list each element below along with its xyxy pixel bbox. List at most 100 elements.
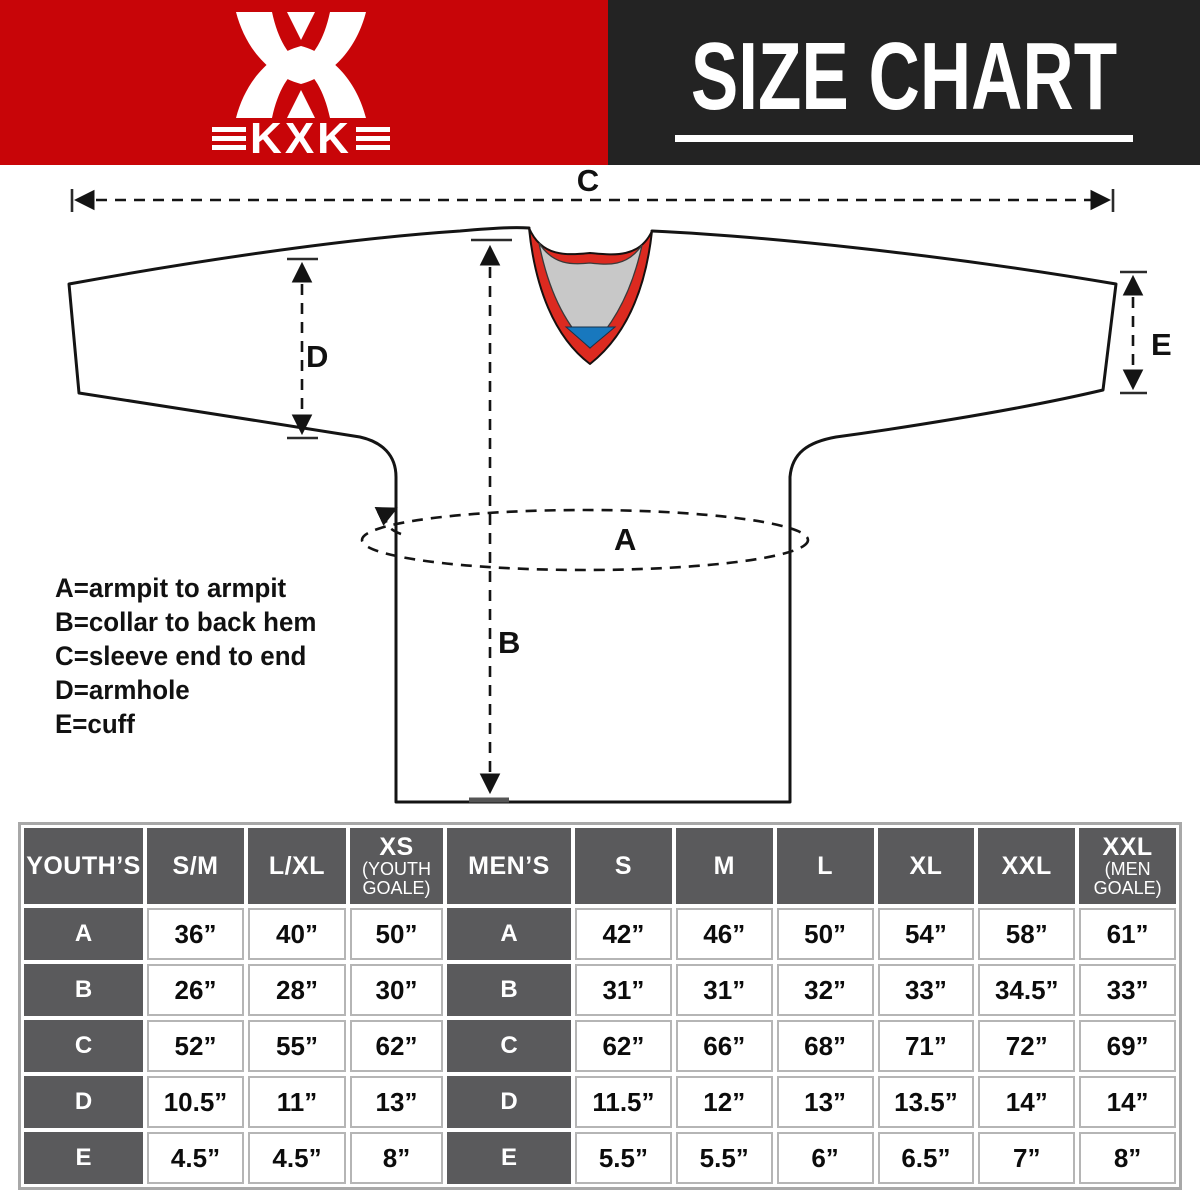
label-c: C bbox=[577, 165, 599, 198]
men-size-value: 14” bbox=[1079, 1076, 1176, 1128]
youth-size-value: 55” bbox=[248, 1020, 346, 1072]
youth-row-label-b: B bbox=[24, 964, 143, 1016]
label-e: E bbox=[1151, 327, 1172, 362]
men-column-header-3: XL bbox=[877, 828, 975, 904]
title-panel: SIZE CHART bbox=[608, 0, 1200, 165]
men-size-value: 42” bbox=[575, 908, 672, 960]
men-size-value: 33” bbox=[877, 964, 975, 1016]
size-table: YOUTH’S S/M L/XL XS (YOUTH GOALE) MEN’S S M L XL X… bbox=[18, 822, 1182, 1190]
men-size-value: 13.5” bbox=[877, 1076, 975, 1128]
men-size-value: 46” bbox=[675, 908, 773, 960]
men-size-value: 58” bbox=[978, 908, 1076, 960]
measure-b: B bbox=[469, 238, 520, 803]
men-size-value: 13” bbox=[776, 1076, 874, 1128]
youth-size-value: 11” bbox=[248, 1076, 346, 1128]
youth-column-header-lxl: L/XL bbox=[248, 828, 346, 904]
logo-bars-left bbox=[212, 127, 246, 150]
youth-column-header-xs: XS (YOUTH GOALE) bbox=[350, 828, 443, 904]
legend-line-a: A=armpit to armpit bbox=[55, 573, 287, 603]
men-size-value: 72” bbox=[978, 1020, 1076, 1072]
collar-blue-insert bbox=[564, 326, 617, 349]
men-column-header-5-label: XXL bbox=[1102, 833, 1153, 861]
youth-size-value: 10.5” bbox=[147, 1076, 244, 1128]
legend-line-d: D=armhole bbox=[55, 675, 190, 705]
men-row-label-c: C bbox=[447, 1020, 571, 1072]
youth-column-header-xs-sublabel: (YOUTH GOALE) bbox=[362, 859, 431, 898]
men-size-value: 69” bbox=[1079, 1020, 1176, 1072]
legend-line-e: E=cuff bbox=[55, 709, 135, 739]
jersey-body bbox=[69, 227, 1116, 802]
men-row-label-d: D bbox=[447, 1076, 571, 1128]
youth-column-header-sm: S/M bbox=[147, 828, 244, 904]
logo-bars-right bbox=[356, 127, 390, 150]
men-row-label-b: B bbox=[447, 964, 571, 1016]
men-size-value: 5.5” bbox=[675, 1132, 773, 1184]
measure-e: E bbox=[1120, 270, 1172, 395]
youth-row-label-d: D bbox=[24, 1076, 143, 1128]
men-column-header-5-sublabel: (MEN GOALE) bbox=[1093, 859, 1162, 898]
men-column-header-4-label: XXL bbox=[1001, 852, 1052, 880]
kxk-logo: KXK bbox=[212, 12, 390, 163]
youth-column-header-lxl-label: L/XL bbox=[268, 852, 326, 880]
measure-a: A bbox=[360, 507, 810, 572]
men-size-value: 7” bbox=[978, 1132, 1076, 1184]
men-size-value: 71” bbox=[877, 1020, 975, 1072]
youth-size-value: 30” bbox=[350, 964, 443, 1016]
men-column-header-3-label: XL bbox=[909, 852, 943, 880]
youth-size-value: 40” bbox=[248, 908, 346, 960]
brand-panel: KXK bbox=[0, 0, 608, 165]
men-column-header-2-label: L bbox=[817, 852, 833, 880]
youth-row-label-c: C bbox=[24, 1020, 143, 1072]
collar-inner-gray bbox=[538, 242, 643, 349]
youth-size-value: 62” bbox=[350, 1020, 443, 1072]
legend-line-c: C=sleeve end to end bbox=[55, 641, 307, 671]
men-size-value: 68” bbox=[776, 1020, 874, 1072]
men-size-value: 14” bbox=[978, 1076, 1076, 1128]
men-size-value: 62” bbox=[575, 1020, 672, 1072]
men-column-header-1-label: M bbox=[713, 852, 735, 880]
youth-size-value: 4.5” bbox=[248, 1132, 346, 1184]
youth-column-header-xs-label: XS bbox=[379, 833, 414, 861]
youth-size-value: 52” bbox=[147, 1020, 244, 1072]
jersey-measurement-diagram: C D B A bbox=[0, 165, 1200, 822]
men-size-value: 12” bbox=[675, 1076, 773, 1128]
kxk-logo-glyph bbox=[212, 12, 390, 150]
men-size-value: 50” bbox=[776, 908, 874, 960]
men-column-header-1: M bbox=[675, 828, 773, 904]
men-size-value: 11.5” bbox=[575, 1076, 672, 1128]
label-a: A bbox=[614, 522, 636, 557]
men-column-header-0-label: S bbox=[614, 852, 632, 880]
men-size-value: 33” bbox=[1079, 964, 1176, 1016]
men-size-value: 34.5” bbox=[978, 964, 1076, 1016]
measure-c: C bbox=[70, 165, 1115, 212]
men-column-header-5: XXL (MEN GOALE) bbox=[1079, 828, 1176, 904]
youth-column-header-sm-label: S/M bbox=[172, 852, 219, 880]
measurement-legend: A=armpit to armpit B=collar to back hem … bbox=[55, 571, 316, 741]
youth-size-value: 4.5” bbox=[147, 1132, 244, 1184]
men-size-value: 31” bbox=[675, 964, 773, 1016]
legend-line-b: B=collar to back hem bbox=[55, 607, 317, 637]
youth-row-label-a: A bbox=[24, 908, 143, 960]
youth-size-value: 8” bbox=[350, 1132, 443, 1184]
men-row-label-e: E bbox=[447, 1132, 571, 1184]
youth-section-header: YOUTH’S bbox=[24, 828, 143, 904]
collar bbox=[528, 227, 653, 365]
label-d: D bbox=[306, 339, 328, 374]
men-size-value: 8” bbox=[1079, 1132, 1176, 1184]
men-section-header: MEN’S bbox=[447, 828, 571, 904]
page-title: SIZE CHART bbox=[690, 23, 1118, 130]
men-size-value: 6.5” bbox=[877, 1132, 975, 1184]
brand-wordmark: KXK bbox=[250, 114, 352, 163]
label-b: B bbox=[498, 625, 520, 660]
youth-size-value: 13” bbox=[350, 1076, 443, 1128]
men-size-value: 6” bbox=[776, 1132, 874, 1184]
youth-row-label-e: E bbox=[24, 1132, 143, 1184]
size-table-grid: YOUTH’S S/M L/XL XS (YOUTH GOALE) MEN’S S M L XL X… bbox=[24, 828, 1176, 1184]
men-size-value: 66” bbox=[675, 1020, 773, 1072]
measure-d: D bbox=[287, 257, 328, 440]
men-row-label-a: A bbox=[447, 908, 571, 960]
youth-size-value: 26” bbox=[147, 964, 244, 1016]
men-size-value: 5.5” bbox=[575, 1132, 672, 1184]
men-size-value: 61” bbox=[1079, 908, 1176, 960]
